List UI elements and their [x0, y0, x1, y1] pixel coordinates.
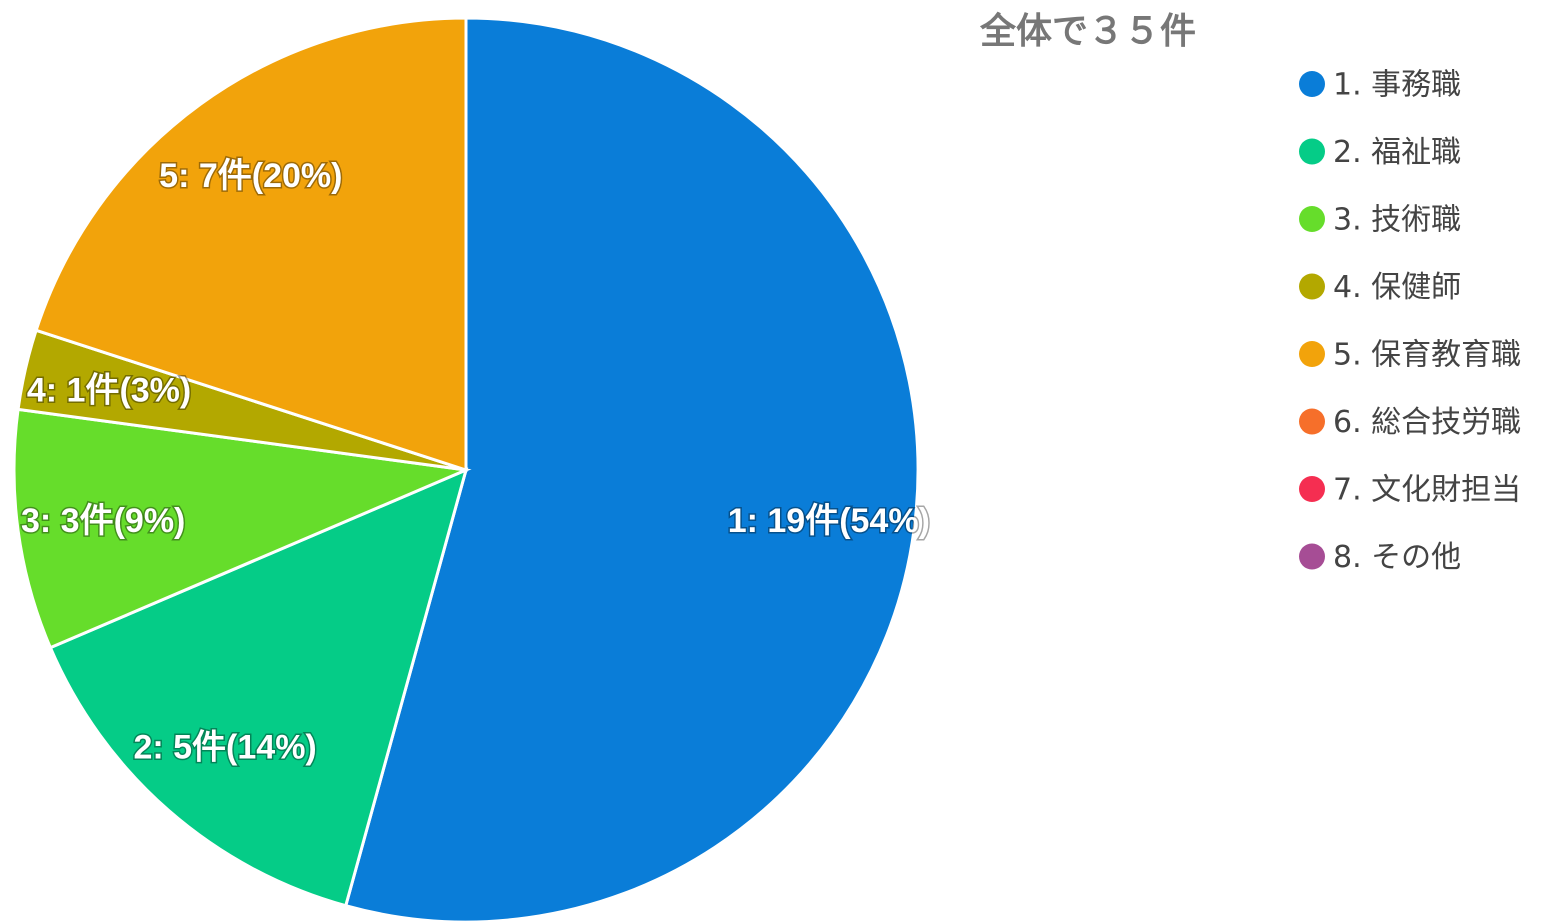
legend-marker [1299, 138, 1325, 165]
legend-label: 8. その他 [1333, 540, 1461, 575]
pie-slice [34, 16, 468, 473]
data-label: 5: 7件(20%) [159, 157, 342, 195]
pie-slice [48, 467, 469, 908]
legend-label: 4. 保健師 [1333, 270, 1461, 305]
legend-marker [1299, 273, 1325, 300]
legend-label: 3. 技術職 [1333, 203, 1461, 238]
data-label: 1: 19件(54%) [728, 502, 930, 540]
legend-marker [1299, 341, 1325, 367]
data-label: 3: 3件(9%) [21, 502, 185, 540]
legend-label: 1. 事務職 [1333, 68, 1461, 103]
pie-slice [12, 407, 472, 650]
legend-marker [1299, 408, 1325, 435]
data-label: 2: 5件(14%) [133, 729, 316, 767]
legend-label: 2. 福祉職 [1333, 135, 1461, 170]
legend-marker [1299, 476, 1325, 502]
legend-label: 7. 文化財担当 [1333, 473, 1521, 508]
legend-marker [1299, 71, 1325, 97]
data-label: 4: 1件(3%) [27, 372, 191, 410]
pie-slice [343, 16, 920, 923]
legend-label: 5. 保育教育職 [1333, 338, 1521, 373]
legend-marker [1299, 206, 1325, 232]
legend-label: 6. 総合技労職 [1333, 405, 1521, 440]
chart-title: 全体で３５件 [979, 10, 1196, 52]
legend-marker [1299, 543, 1325, 570]
